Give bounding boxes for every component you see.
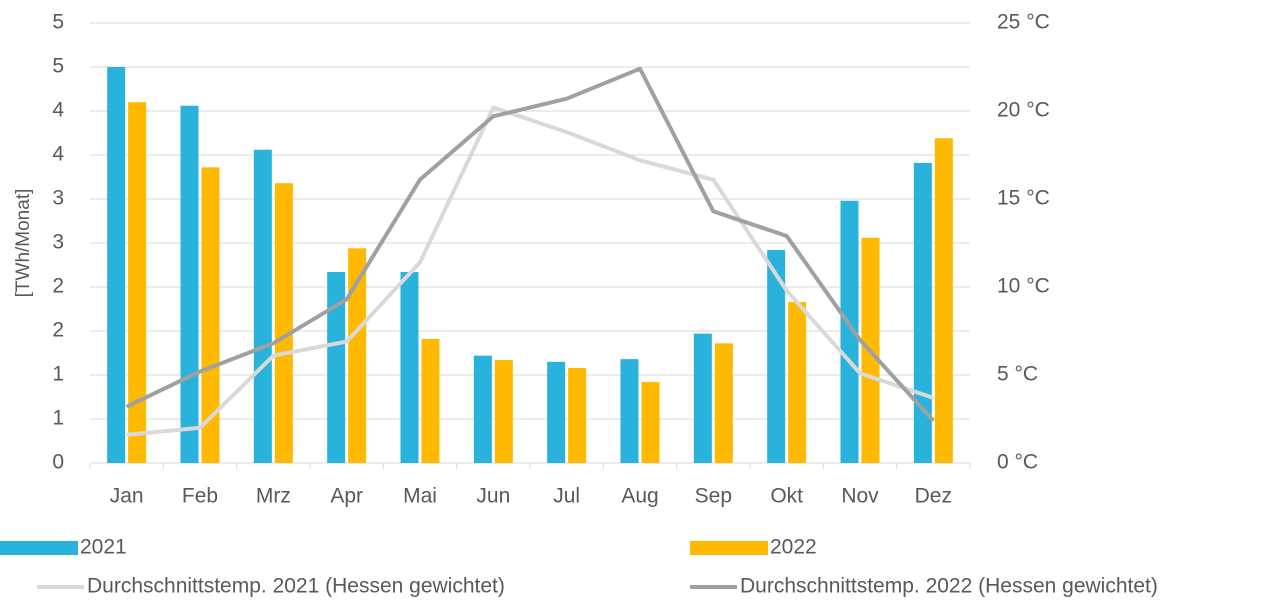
y2-tick-label: 5 °C [997, 363, 1038, 386]
y-tick-label: 3 [52, 231, 64, 254]
y-tick-label: 1 [52, 363, 64, 386]
bar [128, 102, 147, 463]
y-tick-label: 5 [52, 11, 64, 34]
x-tick-label: Aug [621, 485, 658, 508]
bar [840, 200, 859, 463]
bar [348, 248, 367, 463]
y-tick-label: 5 [52, 55, 64, 78]
x-tick-label: Jul [553, 485, 580, 508]
legend-label: Durchschnittstemp. 2021 (Hessen gewichte… [87, 575, 505, 598]
legend-swatch [0, 541, 78, 555]
bar [788, 301, 807, 463]
bar [274, 183, 293, 463]
bar [693, 333, 712, 463]
y-tick-label: 4 [52, 143, 64, 166]
bar [767, 250, 786, 463]
bar [714, 343, 733, 463]
legend-label: Durchschnittstemp. 2022 (Hessen gewichte… [740, 575, 1158, 598]
y2-tick-label: 10 °C [997, 275, 1050, 298]
y2-tick-label: 20 °C [997, 99, 1050, 122]
y-tick-label: 1 [52, 407, 64, 430]
x-tick-label: Jan [110, 485, 144, 508]
bar [421, 338, 440, 463]
legend-label: 2021 [80, 536, 127, 559]
bar [568, 367, 587, 463]
y2-tick-label: 15 °C [997, 187, 1050, 210]
x-tick-label: Mrz [256, 485, 291, 508]
y2-tick-label: 0 °C [997, 451, 1038, 474]
y-tick-label: 4 [52, 99, 64, 122]
bar [913, 162, 932, 464]
x-tick-label: Mai [403, 485, 437, 508]
temp-line [126, 105, 934, 437]
x-tick-label: Feb [182, 485, 218, 508]
bar [107, 67, 126, 463]
y-tick-label: 2 [52, 319, 64, 342]
bar [641, 382, 660, 463]
x-tick-label: Apr [330, 485, 363, 508]
y-tick-label: 2 [52, 275, 64, 298]
x-tick-label: Nov [841, 485, 879, 508]
y-tick-label: 3 [52, 187, 64, 210]
bar [473, 355, 492, 463]
y-tick-label: 0 [52, 451, 64, 474]
legend-swatch [690, 541, 768, 555]
bar [201, 167, 220, 463]
bar [494, 360, 513, 463]
y-axis-title: [TWh/Monat] [13, 189, 34, 298]
bar [253, 149, 272, 463]
bar [327, 272, 346, 463]
bar [934, 138, 953, 463]
bar [620, 359, 639, 463]
y2-tick-label: 25 °C [997, 11, 1050, 34]
bar [400, 272, 419, 463]
x-tick-label: Dez [915, 485, 952, 508]
bar [547, 361, 566, 463]
x-tick-label: Okt [770, 485, 803, 508]
x-tick-label: Jun [476, 485, 510, 508]
temp-line [125, 66, 935, 423]
x-tick-label: Sep [695, 485, 732, 508]
bar [180, 105, 199, 463]
legend-label: 2022 [770, 536, 817, 559]
